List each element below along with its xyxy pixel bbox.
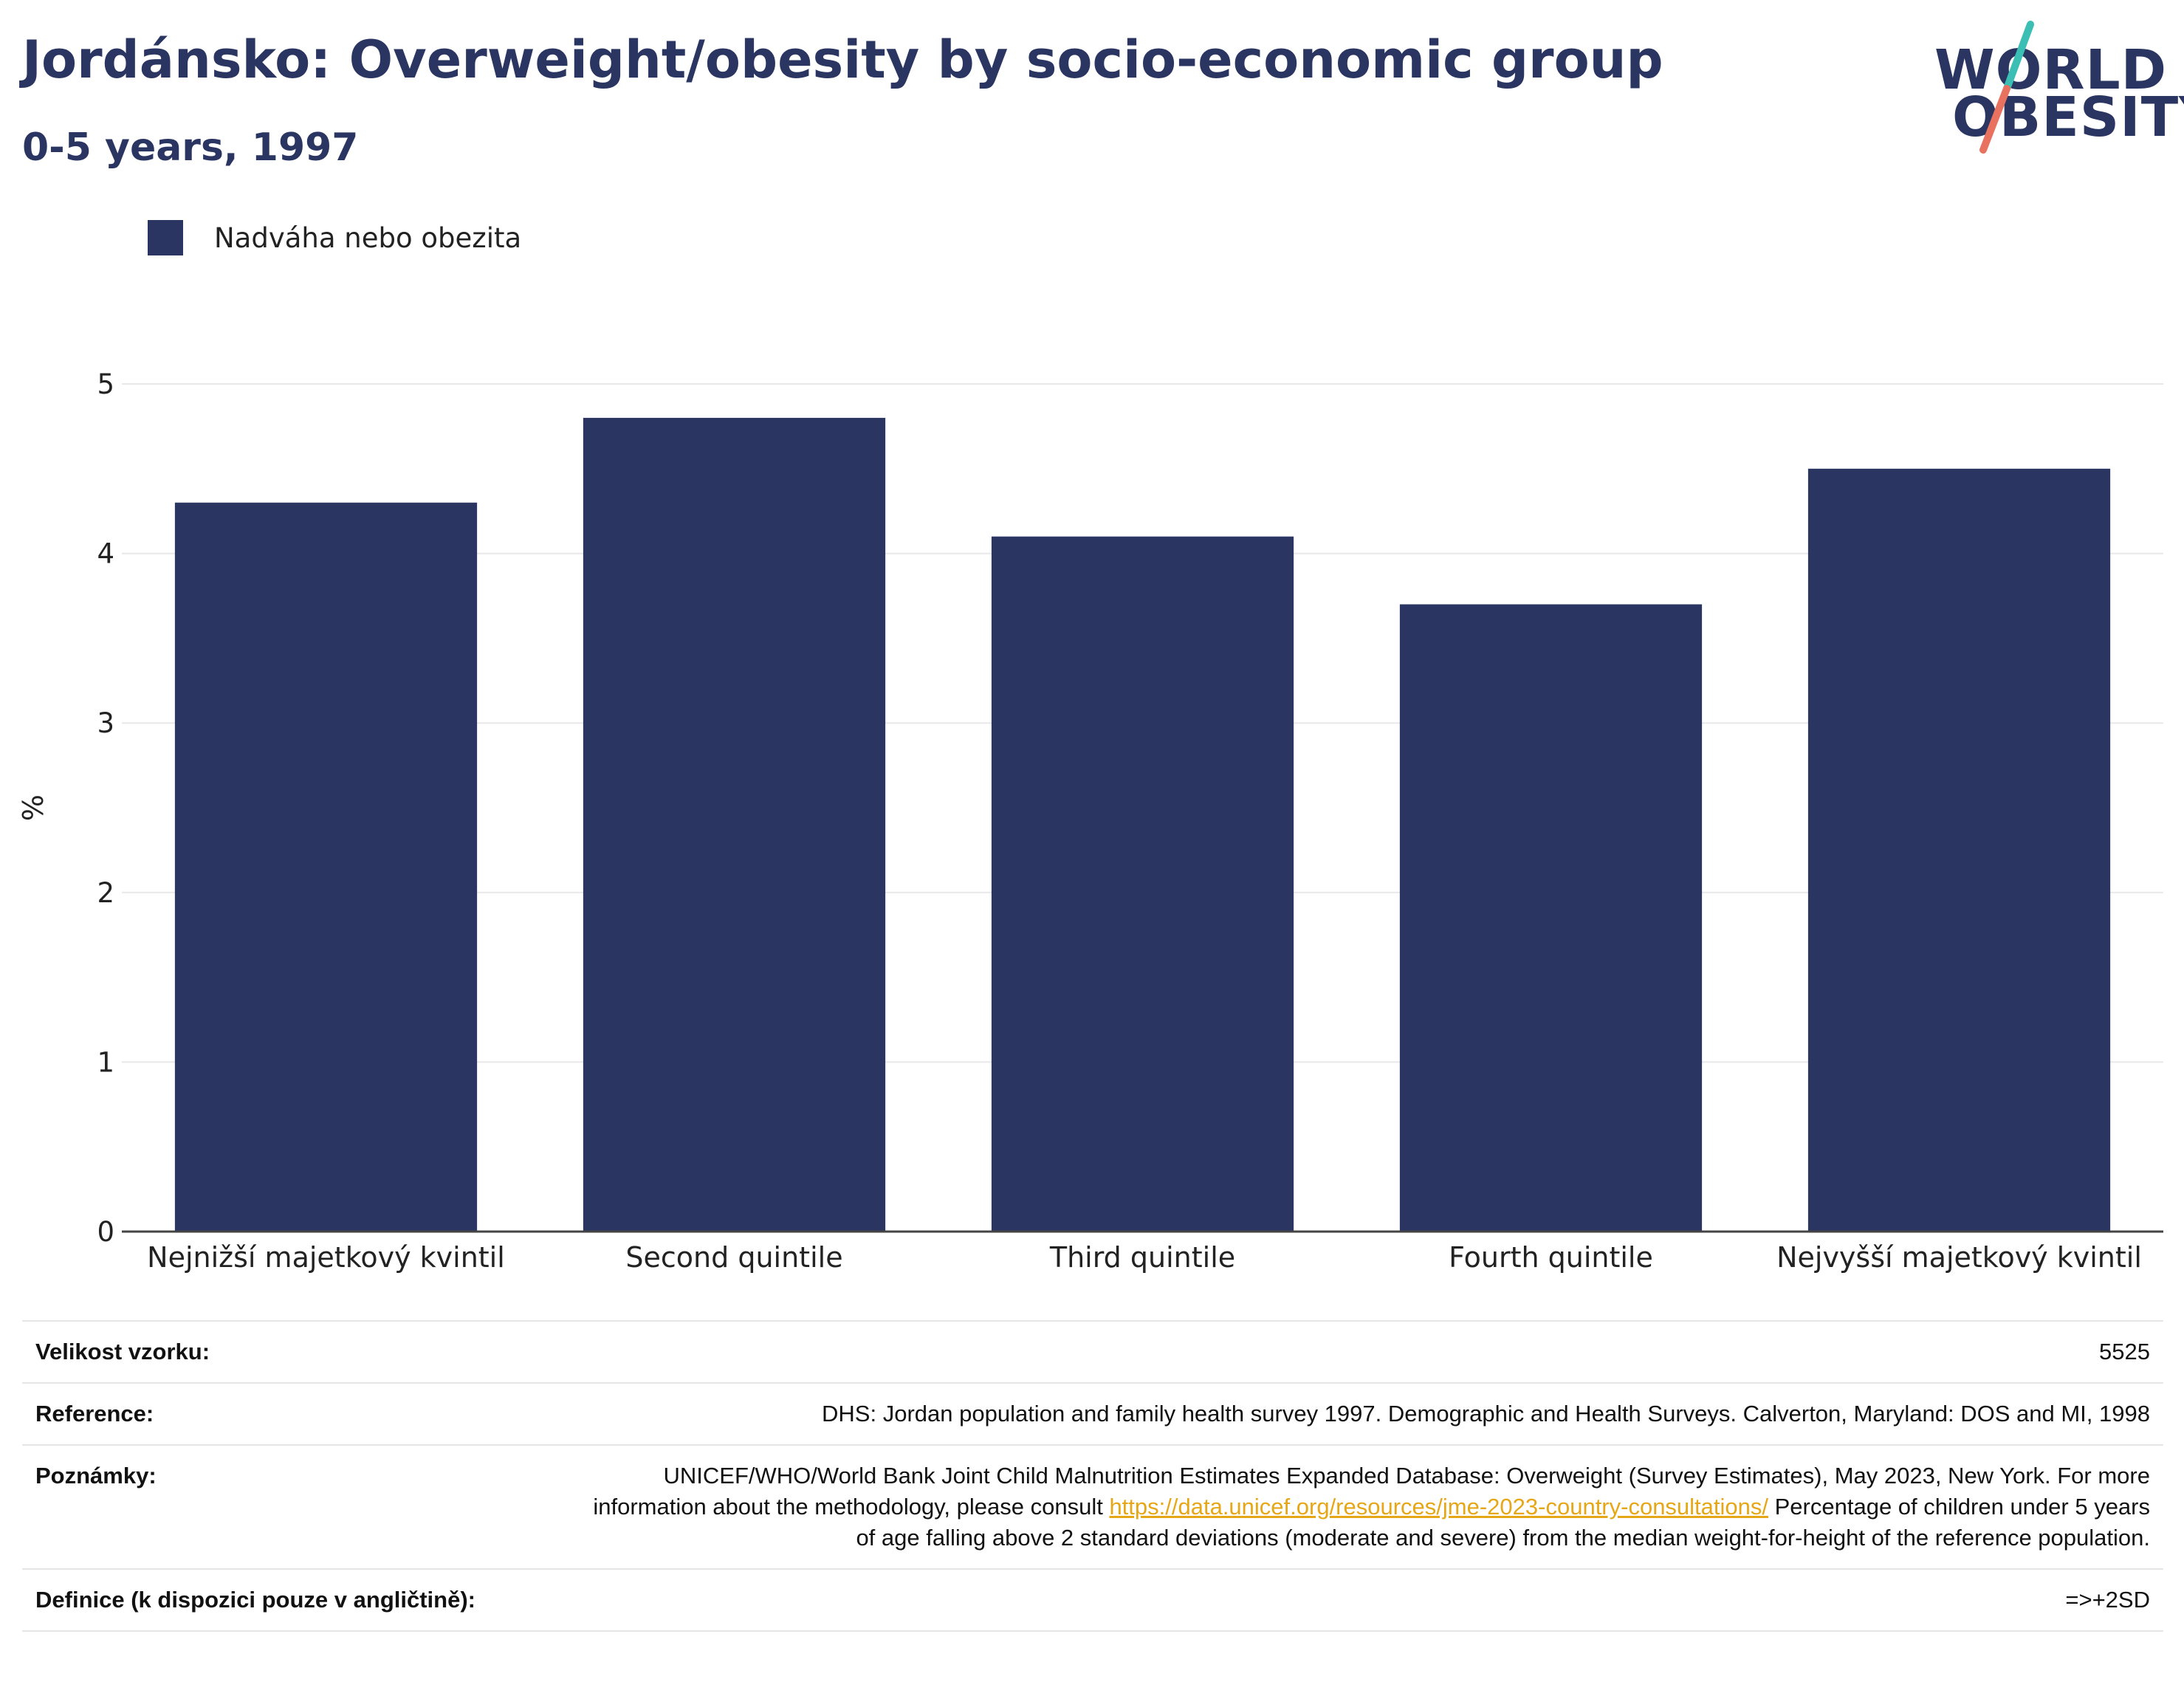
y-tick-label: 5 [97,368,114,400]
info-value: 5525 [2099,1339,2150,1364]
y-tick-label: 1 [97,1046,114,1078]
bar [174,502,478,1232]
info-value: =>+2SD [2065,1587,2150,1613]
y-tick-label: 0 [97,1216,114,1248]
logo-line-1: WORLD [1934,38,2168,102]
y-tick-label: 4 [97,538,114,570]
info-value: UNICEF/WHO/World Bank Joint Child Malnut… [585,1460,2150,1553]
chart-title: Jordánsko: Overweight/obesity by socio-e… [22,30,1663,90]
info-row-reference: Reference: DHS: Jordan population and fa… [22,1382,2163,1444]
x-tick-label: Nejvyšší majetkový kvintil [1776,1241,2142,1274]
chart-subtitle: 0-5 years, 1997 [22,126,359,170]
y-axis-ticks: 0 1 2 3 4 5 [97,368,114,1248]
info-label: Definice (k dispozici pouze v angličtině… [35,1587,475,1613]
y-tick-label: 3 [97,707,114,739]
bar [583,417,886,1232]
x-tick-label: Fourth quintile [1449,1241,1653,1274]
chart-legend: Nadváha nebo obezita [148,220,521,255]
chart-bars [174,417,2111,1232]
y-axis-label: % [17,794,49,821]
legend-swatch [148,220,183,255]
bar [991,536,1294,1232]
y-tick-label: 2 [97,877,114,909]
info-row-sample-size: Velikost vzorku: 5525 [22,1320,2163,1382]
info-row-definition: Definice (k dispozici pouze v angličtině… [22,1568,2163,1632]
info-label: Velikost vzorku: [35,1339,210,1364]
logo-slash-icon [1979,21,2034,154]
legend-label: Nadváha nebo obezita [214,222,522,254]
info-value: DHS: Jordan population and family health… [822,1401,2150,1427]
info-table: Velikost vzorku: 5525 Reference: DHS: Jo… [22,1320,2163,1632]
x-axis-ticks: Nejnižší majetkový kvintil Second quintil… [147,1241,2142,1274]
bar [1399,604,1703,1232]
bar [1807,468,2111,1232]
x-tick-label: Nejnižší majetkový kvintil [147,1241,505,1274]
methodology-link[interactable]: https://data.unicef.org/resources/jme-20… [1109,1494,1769,1520]
notes-text-after: Percentage of children under 5 years of … [856,1494,2150,1551]
x-tick-label: Third quintile [1049,1241,1235,1274]
world-obesity-logo: WORLD OBESITY [1927,18,2184,159]
info-label: Poznámky: [35,1463,157,1489]
notes-text-before: UNICEF/WHO/World Bank Joint Child Malnut… [593,1463,2150,1520]
info-label: Reference: [35,1401,154,1427]
x-tick-label: Second quintile [625,1241,842,1274]
bar-chart: 0 1 2 3 4 5 Nejnižší majetkový kvintil Second … [17,368,2163,1274]
info-row-notes: Poznámky: UNICEF/WHO/World Bank Joint Ch… [22,1444,2163,1568]
